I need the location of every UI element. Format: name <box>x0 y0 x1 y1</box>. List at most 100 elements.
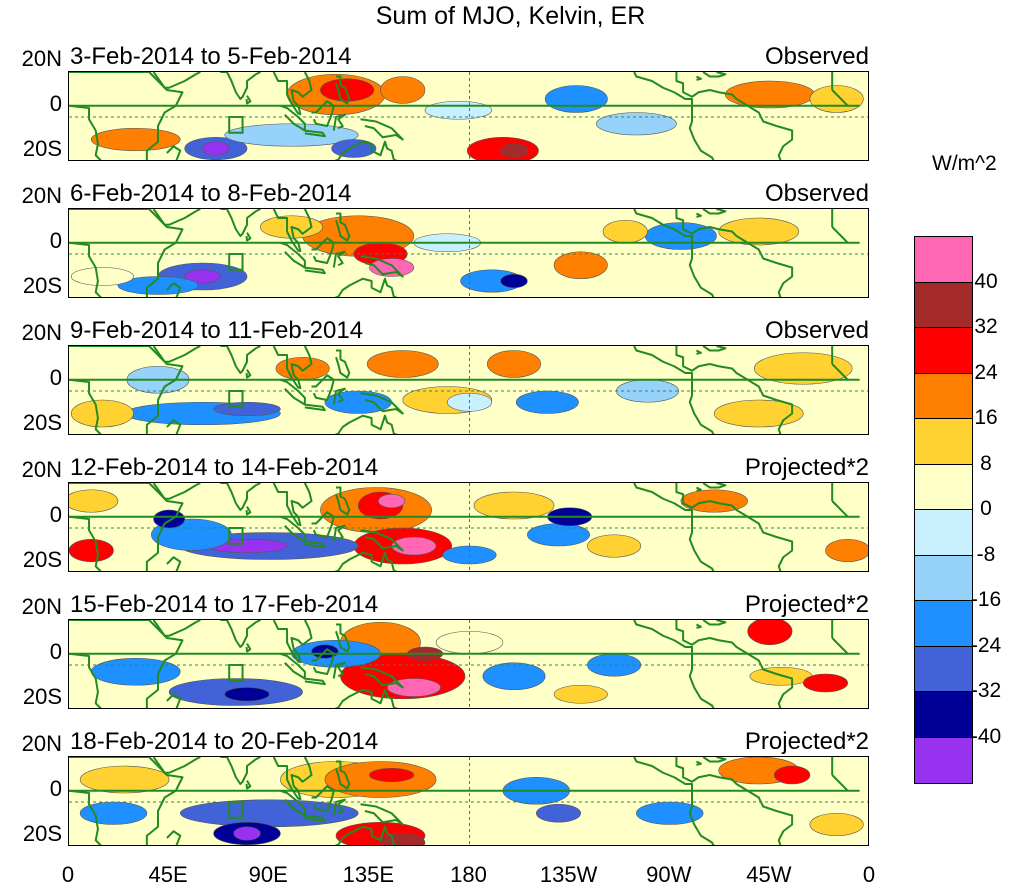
colorbar-label: 40 <box>974 269 998 293</box>
colorbar-swatch <box>915 464 972 510</box>
map-svg <box>69 72 868 160</box>
y-axis-label: 20N <box>21 457 62 482</box>
x-axis-label: 90E <box>248 862 288 887</box>
map-panel: 12-Feb-2014 to 14-Feb-2014 Projected*2 20N… <box>22 454 869 572</box>
colorbar-swatch <box>915 601 972 647</box>
coastline <box>220 346 261 374</box>
map-svg <box>69 209 868 297</box>
anomaly-contour <box>553 684 608 704</box>
coastline <box>311 511 335 538</box>
coastline <box>303 403 326 412</box>
panel-date-range: 12-Feb-2014 to 14-Feb-2014 <box>70 454 379 481</box>
coastline <box>335 623 351 653</box>
coastline <box>695 212 702 218</box>
coastline <box>152 483 201 500</box>
coastline <box>360 666 404 689</box>
anomaly-contour <box>202 141 230 156</box>
coastline <box>702 72 727 78</box>
coastline <box>152 209 201 226</box>
y-axis-label: 20S <box>22 273 62 298</box>
coastline <box>695 760 702 766</box>
anomaly-contour <box>70 267 134 286</box>
coastline <box>152 346 201 363</box>
map-svg <box>69 620 868 708</box>
colorbar-swatch <box>915 419 972 465</box>
coastline <box>695 623 702 629</box>
coastline <box>695 349 702 355</box>
anomaly-contour <box>320 78 375 102</box>
anomaly-contour <box>275 356 330 381</box>
panel-status: Projected*2 <box>744 454 869 481</box>
colorbar-swatch <box>915 237 972 283</box>
anomaly-contour <box>587 534 642 558</box>
coastline <box>360 255 404 278</box>
coastline <box>245 232 252 242</box>
y-axis-label: 20N <box>21 46 62 71</box>
colorbar-swatch <box>915 373 972 419</box>
panel-date-range: 9-Feb-2014 to 11-Feb-2014 <box>70 317 364 344</box>
anomaly-contour <box>725 80 815 109</box>
y-axis-label: 20N <box>21 731 62 756</box>
y-axis-label: 0 <box>49 91 62 116</box>
coastline <box>220 483 261 511</box>
anomaly-contour <box>366 350 439 378</box>
coastline <box>633 757 715 845</box>
colorbar-label: 24 <box>974 360 998 384</box>
panel-date-range: 18-Feb-2014 to 20-Feb-2014 <box>70 728 379 755</box>
coastline <box>360 803 404 826</box>
coastline <box>220 72 261 100</box>
coastline <box>702 346 727 352</box>
coastline <box>69 774 860 792</box>
coastline <box>335 760 351 790</box>
anomaly-contour <box>809 85 864 113</box>
colorbar-label: -8 <box>976 542 996 566</box>
coastline <box>166 556 182 571</box>
coastline <box>334 688 398 708</box>
colorbar-units: W/m^2 <box>932 152 997 175</box>
map-panel: 3-Feb-2014 to 5-Feb-2014 Observed 20N 0 20S <box>22 43 869 161</box>
coastline <box>280 789 306 817</box>
y-axis-label: 20S <box>22 821 62 846</box>
panel-status: Projected*2 <box>744 728 869 755</box>
anomaly-contour <box>486 350 541 378</box>
coastline <box>311 100 335 127</box>
coastline <box>360 118 404 141</box>
coastline <box>220 209 261 237</box>
coastline <box>675 346 794 434</box>
coastline <box>69 500 860 518</box>
anomaly-contour <box>482 662 546 691</box>
colorbar-swatch <box>915 737 972 783</box>
anomaly-contour <box>184 269 221 284</box>
y-axis-label: 0 <box>49 365 62 390</box>
coastline <box>245 643 252 653</box>
y-axis-label: 0 <box>49 639 62 664</box>
anomaly-contour <box>602 219 648 244</box>
coastline <box>702 483 727 489</box>
coastline <box>702 209 727 215</box>
coastline <box>633 346 715 434</box>
coastline <box>166 693 182 708</box>
coastline <box>695 75 702 81</box>
coastline <box>335 212 351 242</box>
colorbar-label: -16 <box>970 588 1002 611</box>
coastline <box>166 830 182 845</box>
coastline <box>280 241 306 269</box>
coastline <box>334 140 398 160</box>
map-panel: 18-Feb-2014 to 20-Feb-2014 Projected*2 20N… <box>22 728 869 846</box>
anomaly-contour <box>331 139 377 158</box>
reference-box <box>228 801 244 819</box>
anomaly-contour <box>535 803 582 823</box>
y-axis-label: 20N <box>21 320 62 345</box>
anomaly-contour <box>70 399 134 428</box>
coastline <box>69 226 860 244</box>
coastline <box>335 349 351 379</box>
coastline <box>334 414 398 434</box>
coastline <box>152 72 201 89</box>
coastline <box>335 486 351 516</box>
coastline <box>335 75 351 105</box>
anomaly-map <box>68 756 869 846</box>
x-axis-label: 45E <box>148 862 188 887</box>
coastline <box>303 266 326 275</box>
x-axis-label: 0 <box>61 862 75 887</box>
anomaly-contour <box>377 493 406 509</box>
